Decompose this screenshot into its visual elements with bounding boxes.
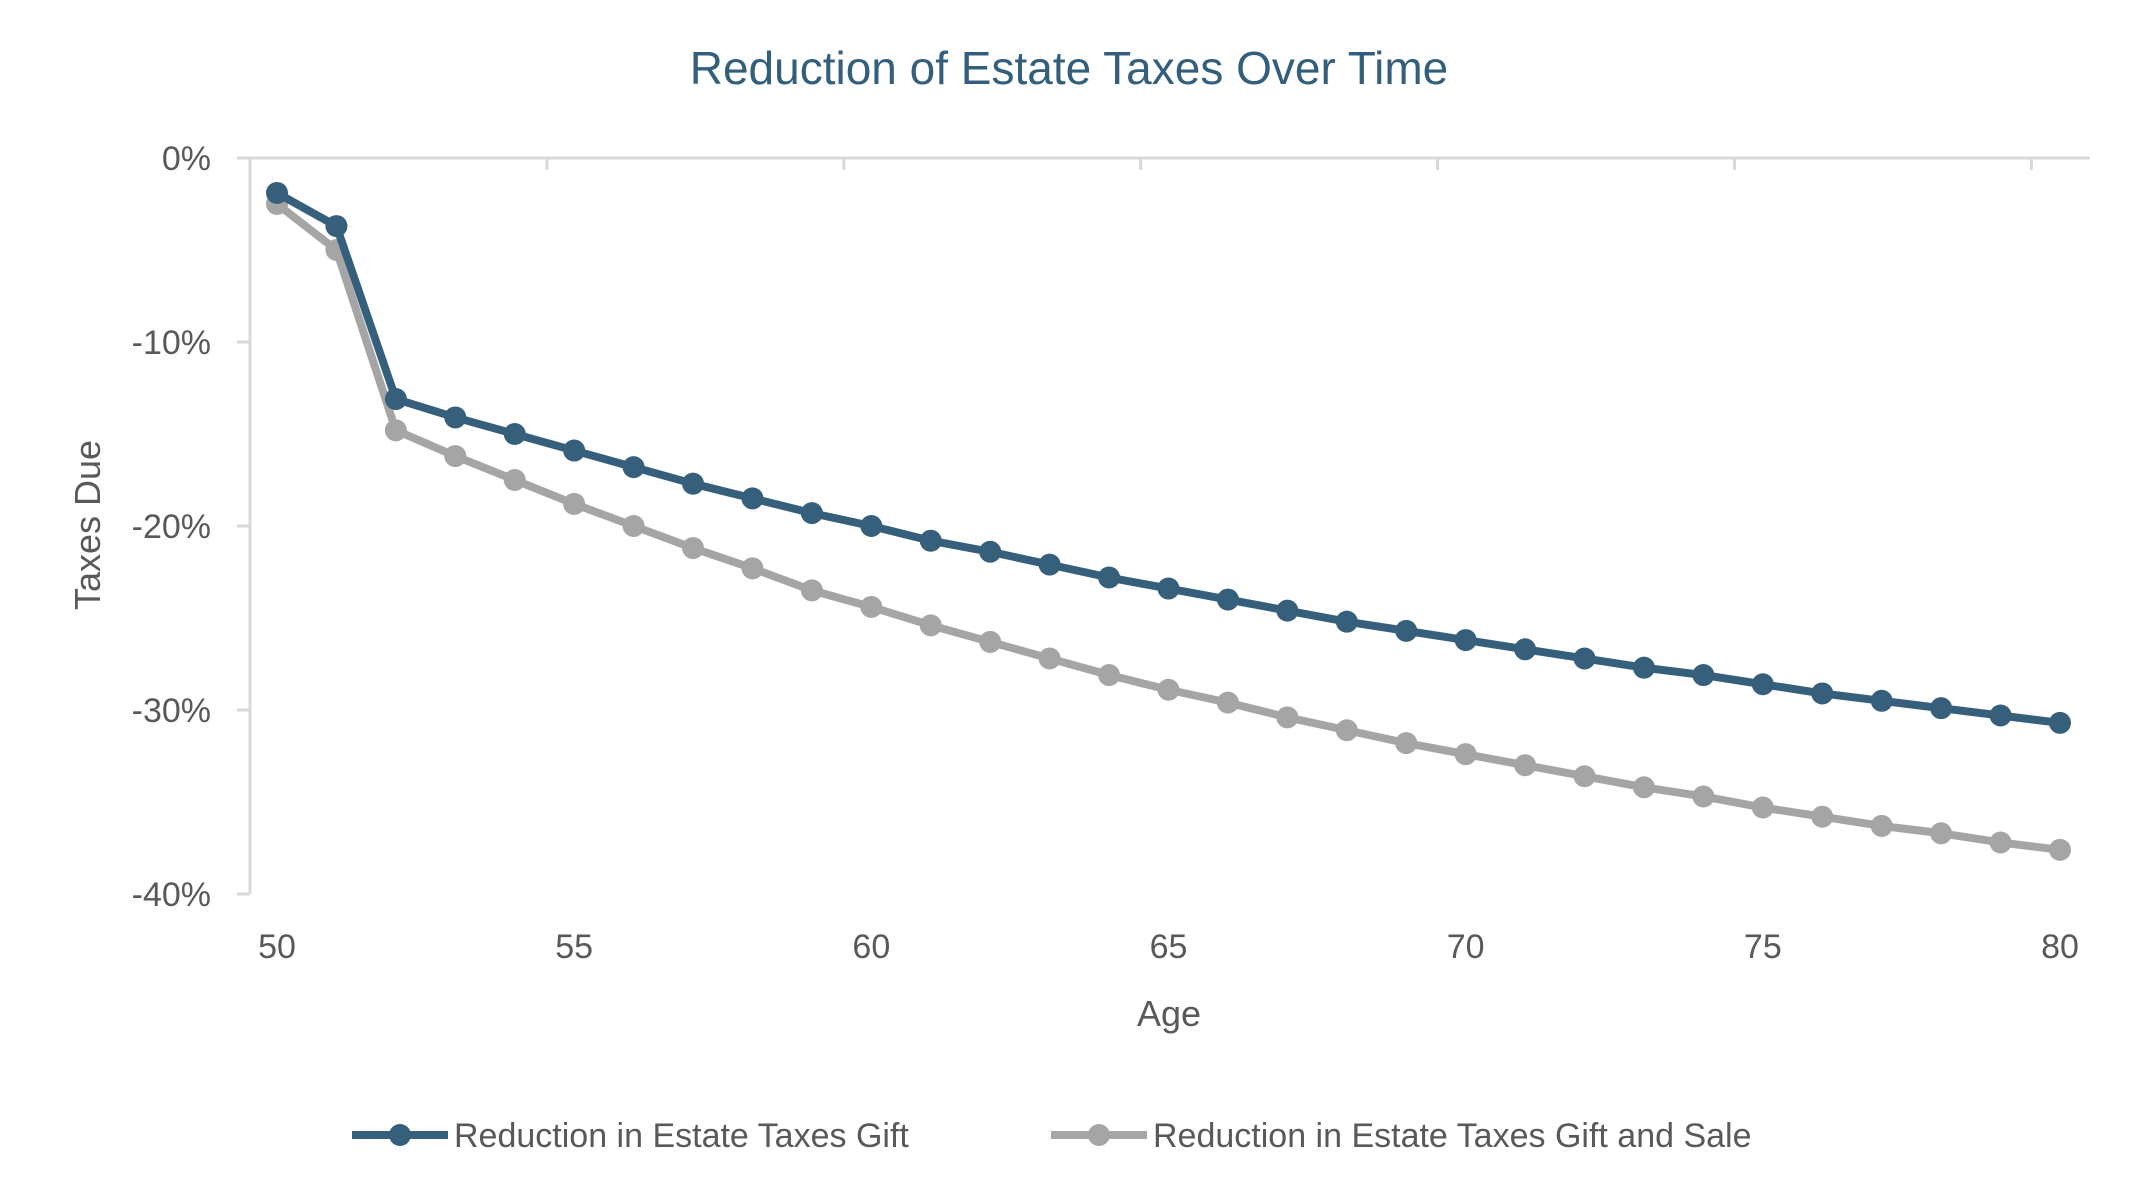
data-point <box>1216 588 1239 611</box>
x-tick-label: 70 <box>1447 928 1485 966</box>
data-point <box>979 630 1002 653</box>
series-line <box>274 200 2061 854</box>
data-point <box>1811 682 1834 705</box>
x-tick-label: 55 <box>555 928 593 966</box>
legend-marker <box>1088 1124 1110 1146</box>
data-point <box>1514 754 1537 777</box>
axes <box>237 156 2090 896</box>
y-tick-label: 0% <box>162 140 211 178</box>
data-point <box>1454 629 1477 652</box>
data-point <box>1038 553 1061 576</box>
legend-item: Reduction in Estate Taxes Gift and Sale <box>1051 1117 1752 1155</box>
data-point <box>1276 599 1299 622</box>
legend: Reduction in Estate Taxes Gift Reduction … <box>352 1117 1752 1155</box>
data-point <box>1870 814 1893 837</box>
data-point <box>325 215 348 238</box>
series-2 <box>266 193 2071 861</box>
legend-label: Reduction in Estate Taxes Gift <box>454 1117 909 1155</box>
data-point <box>1692 664 1715 687</box>
legend-label: Reduction in Estate Taxes Gift and Sale <box>1153 1117 1752 1155</box>
y-tick-label: -20% <box>132 508 211 546</box>
data-point <box>1038 647 1061 670</box>
x-tick-label: 60 <box>852 928 890 966</box>
data-point <box>1692 785 1715 808</box>
data-point <box>800 579 823 602</box>
data-point <box>2049 711 2071 734</box>
data-point <box>1573 647 1596 670</box>
data-point <box>860 515 883 537</box>
data-point <box>444 406 467 429</box>
y-tick-label: -40% <box>132 876 211 914</box>
data-point <box>1751 673 1774 696</box>
data-point <box>1989 831 2012 854</box>
data-point <box>1335 610 1358 633</box>
data-point <box>1573 765 1596 788</box>
data-point <box>682 472 705 495</box>
data-point <box>1216 691 1239 714</box>
data-point <box>622 456 645 479</box>
data-point <box>741 487 764 510</box>
series-1 <box>266 181 2071 734</box>
series-group <box>266 181 2071 861</box>
legend-marker <box>389 1124 411 1146</box>
data-point <box>1157 678 1180 701</box>
data-point <box>741 557 764 580</box>
data-point <box>2049 838 2071 861</box>
data-point <box>1395 732 1418 755</box>
data-point <box>1930 822 1953 845</box>
data-point <box>1632 776 1655 799</box>
data-point <box>800 502 823 525</box>
data-point <box>1870 689 1893 712</box>
data-point <box>1157 577 1180 600</box>
data-point <box>1811 805 1834 828</box>
data-point <box>444 445 467 468</box>
data-point <box>1098 664 1121 687</box>
data-point <box>1335 719 1358 742</box>
data-point <box>979 540 1002 563</box>
data-point <box>1454 743 1477 766</box>
data-point <box>266 181 288 204</box>
data-point <box>503 469 526 491</box>
data-point <box>919 614 942 637</box>
data-point <box>384 419 407 442</box>
data-point <box>1632 656 1655 679</box>
x-tick-label: 75 <box>1744 928 1782 966</box>
data-point <box>1514 638 1537 661</box>
data-point <box>1276 706 1299 729</box>
y-tick-labels: 0% -10% -20% -30% -40% <box>132 140 211 914</box>
data-point <box>503 423 526 445</box>
x-tick-labels: 50 55 60 65 70 75 80 <box>258 928 2079 966</box>
x-tick-label: 80 <box>2041 928 2079 966</box>
y-tick-label: -30% <box>132 692 211 730</box>
data-point <box>1930 697 1953 720</box>
data-point <box>860 595 883 618</box>
data-point <box>622 515 645 537</box>
x-tick-label: 65 <box>1150 928 1188 966</box>
data-point <box>563 492 586 515</box>
x-tick-label: 50 <box>258 928 296 966</box>
y-axis-label: Taxes Due <box>67 440 108 610</box>
data-point <box>384 388 407 411</box>
x-axis-label: Age <box>1137 993 1201 1034</box>
data-point <box>563 439 586 462</box>
series-line <box>275 189 2061 727</box>
data-point <box>682 537 705 560</box>
data-point <box>1751 796 1774 819</box>
data-point <box>919 529 942 552</box>
data-point <box>1395 619 1418 642</box>
data-point <box>1989 704 2012 727</box>
y-tick-label: -10% <box>132 324 211 362</box>
data-point <box>1098 566 1121 589</box>
chart-title: Reduction of Estate Taxes Over Time <box>690 42 1449 94</box>
legend-item: Reduction in Estate Taxes Gift <box>352 1117 909 1155</box>
